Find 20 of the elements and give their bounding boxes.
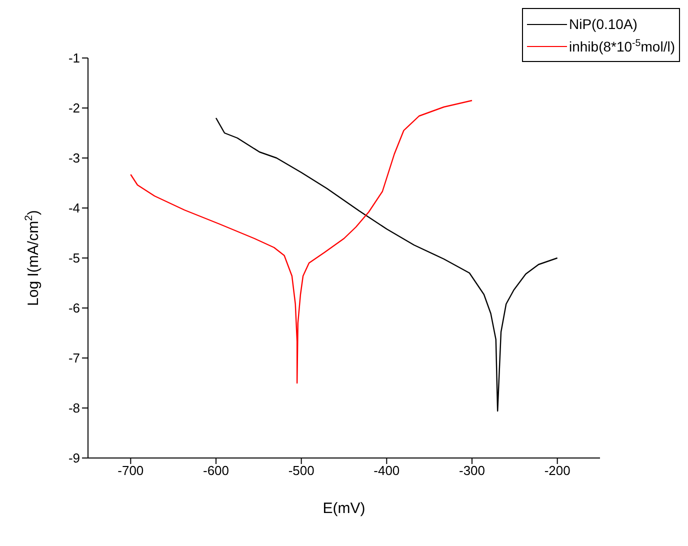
y-tick-label: -2 <box>68 100 80 116</box>
legend-label: NiP(0.10A) <box>568 16 638 32</box>
x-tick-label: -700 <box>118 463 144 478</box>
x-axis-title: E(mV) <box>322 500 366 517</box>
y-tick-label: -5 <box>68 250 80 266</box>
line-series <box>130 100 473 384</box>
x-tick-label: -500 <box>288 463 314 478</box>
x-tick-label: -400 <box>374 463 400 478</box>
line-series <box>215 117 558 412</box>
x-tick-label: -600 <box>202 463 230 478</box>
y-tick-label: -4 <box>68 200 80 216</box>
x-tick-label: -200 <box>544 463 570 478</box>
x-tick-label: -300 <box>458 463 486 478</box>
y-tick-label: -7 <box>68 350 80 366</box>
legend-label: inhib(8*10$^{-5}$mol/l) <box>568 38 675 54</box>
y-tick-label: -3 <box>68 150 80 166</box>
y-tick-label: -1 <box>68 50 80 66</box>
y-tick-label: -8 <box>68 400 80 416</box>
y-tick-label: -9 <box>68 450 80 466</box>
y-tick-label: -6 <box>68 300 80 316</box>
